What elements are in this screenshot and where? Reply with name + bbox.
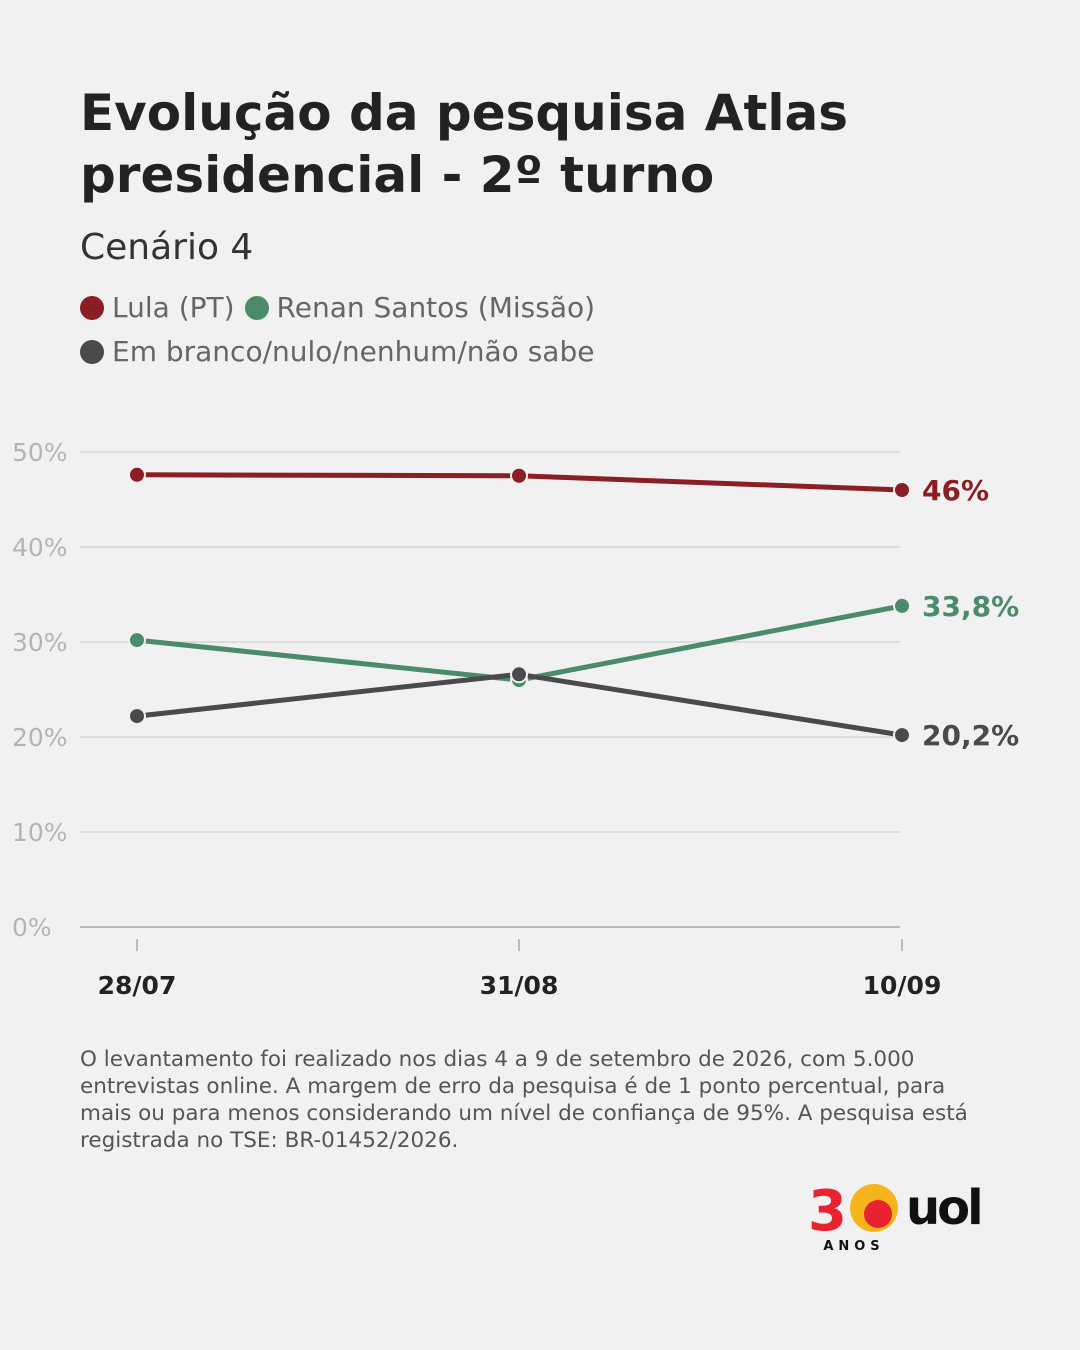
end-value-label: 20,2% bbox=[922, 719, 1019, 752]
y-tick-label: 50% bbox=[12, 438, 68, 467]
logo-anos: ANOS bbox=[823, 1239, 884, 1254]
logo-sun-inner-icon bbox=[864, 1200, 892, 1228]
y-tick-label: 40% bbox=[12, 533, 68, 562]
legend-item-blank: Em branco/nulo/nenhum/não sabe bbox=[80, 330, 594, 374]
legend-label-lula: Lula (PT) bbox=[112, 291, 235, 324]
legend-item-renan: Renan Santos (Missão) bbox=[244, 286, 596, 330]
end-value-label: 33,8% bbox=[922, 590, 1019, 623]
y-tick-label: 20% bbox=[12, 723, 68, 752]
x-tick-label: 28/07 bbox=[98, 971, 177, 1000]
methodology-note: O levantamento foi realizado nos dias 4 … bbox=[80, 1047, 968, 1153]
chart-title: Evolução da pesquisa Atlas presidencial … bbox=[80, 84, 849, 204]
legend-row-1: Lula (PT) Renan Santos (Missão) bbox=[80, 286, 980, 330]
x-tick-label: 31/08 bbox=[480, 971, 559, 1000]
data-point bbox=[893, 726, 911, 745]
legend-item-lula: Lula (PT) bbox=[80, 286, 235, 330]
data-point bbox=[128, 465, 146, 484]
line-chart: 0% 10% 20% 30% 40% 50% 28/07 31/08 10/09 46% 33,8%… bbox=[12, 438, 1019, 1000]
legend-label-blank: Em branco/nulo/nenhum/não sabe bbox=[112, 335, 595, 368]
legend-swatch-blank bbox=[80, 340, 104, 364]
logo-brand: uol bbox=[906, 1180, 981, 1236]
data-point bbox=[510, 466, 528, 485]
legend-label-renan: Renan Santos (Missão) bbox=[276, 291, 596, 324]
end-value-label: 46% bbox=[922, 474, 989, 507]
chart-subtitle: Cenário 4 bbox=[80, 227, 254, 268]
legend-swatch-lula bbox=[80, 296, 104, 320]
legend: Lula (PT) Renan Santos (Missão) Em branc… bbox=[80, 286, 980, 374]
y-tick-label: 10% bbox=[12, 818, 68, 847]
x-tick-label: 10/09 bbox=[863, 971, 942, 1000]
logo-number-3: 3 bbox=[808, 1179, 847, 1244]
legend-swatch-renan bbox=[244, 296, 269, 320]
data-point bbox=[893, 596, 911, 615]
y-tick-label: 30% bbox=[12, 628, 68, 657]
uol-30-anos-logo: 3 ANOS uol bbox=[808, 1179, 984, 1254]
legend-row-2: Em branco/nulo/nenhum/não sabe bbox=[80, 330, 980, 374]
data-point bbox=[128, 707, 146, 726]
data-point bbox=[128, 631, 146, 650]
y-tick-label: 0% bbox=[12, 913, 52, 942]
data-point bbox=[893, 481, 911, 499]
data-point bbox=[510, 665, 528, 684]
